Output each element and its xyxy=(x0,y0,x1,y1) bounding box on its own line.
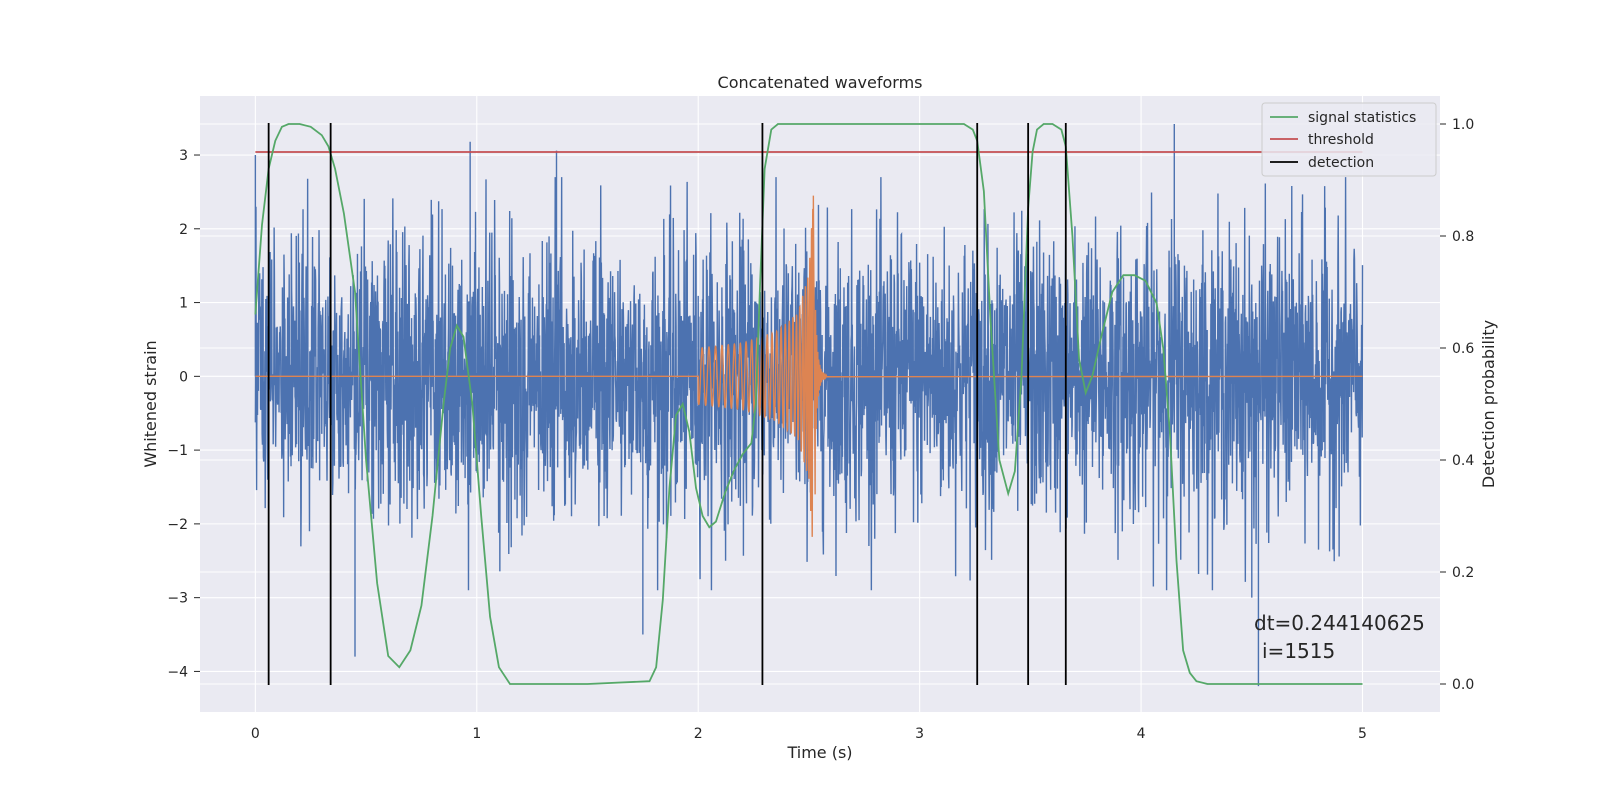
y-tick-label: −1 xyxy=(167,443,188,459)
y2-tick-label: 0.8 xyxy=(1452,229,1474,245)
y-tick-label: −2 xyxy=(167,517,188,533)
annotation-i: i=1515 xyxy=(1262,639,1335,663)
y-tick-label: −3 xyxy=(167,591,188,607)
detection-lines xyxy=(267,123,1067,685)
y2-tick-label: 0.6 xyxy=(1452,341,1474,357)
signal-statistics-series-line xyxy=(254,123,1363,685)
x-tick-label: 2 xyxy=(694,726,703,742)
x-axis-title: Time (s) xyxy=(786,743,852,762)
y2-tick-label: 0.2 xyxy=(1452,565,1474,581)
legend-signal-statistics-label: signal statistics xyxy=(1308,110,1416,126)
injection-series-line xyxy=(255,195,1363,537)
y-tick-label: 0 xyxy=(179,369,188,385)
x-tick-label: 4 xyxy=(1137,726,1146,742)
y-tick-label: 1 xyxy=(179,296,188,312)
chart-title: Concatenated waveforms xyxy=(718,73,923,92)
y-axis-ticks: −4 −3 −2 −1 0 1 2 3 xyxy=(167,148,200,680)
y2-axis-ticks: 0.0 0.2 0.4 0.6 0.8 1.0 xyxy=(1440,117,1474,693)
y2-tick-label: 0.0 xyxy=(1452,677,1474,693)
legend-threshold-label: threshold xyxy=(1308,132,1374,148)
y-tick-label: 2 xyxy=(179,222,188,238)
x-tick-label: 5 xyxy=(1358,726,1367,742)
legend: signal statistics threshold detection xyxy=(1261,102,1437,177)
x-tick-label: 3 xyxy=(915,726,924,742)
x-tick-label: 1 xyxy=(472,726,481,742)
legend-detection-label: detection xyxy=(1308,155,1374,171)
annotation-dt: dt=0.244140625 xyxy=(1254,611,1425,635)
y-tick-label: 3 xyxy=(179,148,188,164)
legend-box xyxy=(1261,102,1437,177)
y-axis-title: Whitened strain xyxy=(141,340,160,467)
x-axis-ticks: 0 1 2 3 4 5 xyxy=(251,726,1367,742)
y2-axis-title: Detection probability xyxy=(1479,320,1498,488)
y2-tick-label: 1.0 xyxy=(1452,117,1474,133)
y-tick-label: −4 xyxy=(167,664,188,680)
x-tick-label: 0 xyxy=(251,726,260,742)
y2-tick-label: 0.4 xyxy=(1452,453,1474,469)
